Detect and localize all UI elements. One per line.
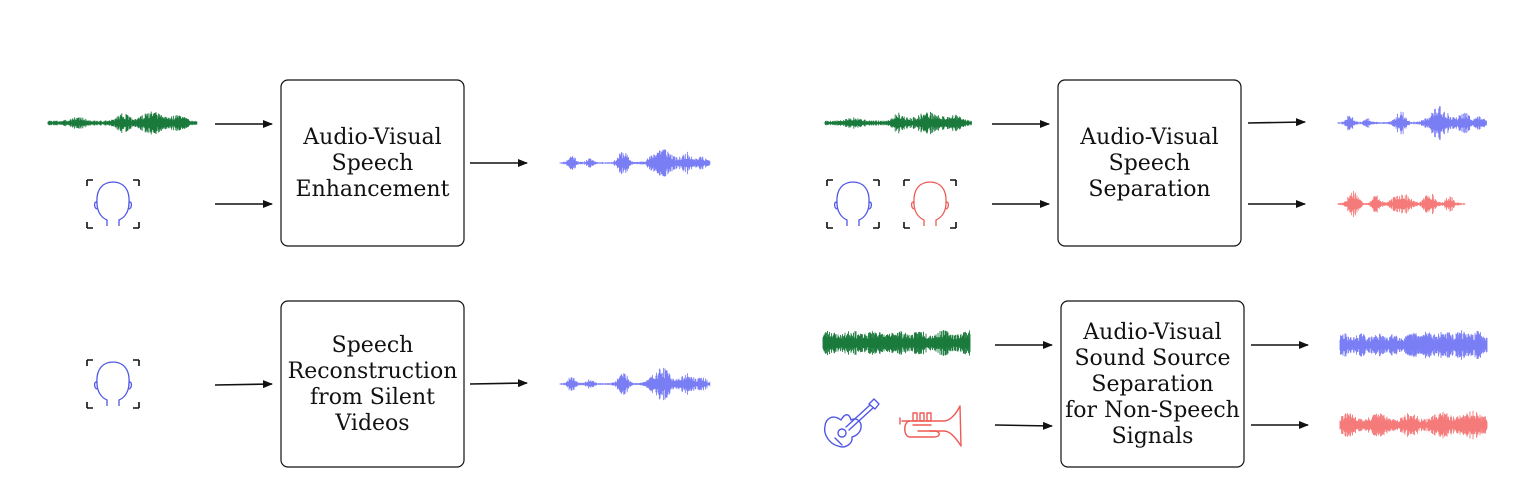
- guitar-icon: [823, 398, 880, 448]
- box-label-line: for Non-Speech: [1065, 398, 1240, 423]
- mixed-waveform-icon: [824, 111, 972, 135]
- noisy-waveform-icon: [47, 111, 198, 135]
- process-box: [280, 79, 465, 247]
- box-label-line: Audio-Visual: [1079, 125, 1218, 150]
- speaker-1-waveform-icon: [1337, 106, 1487, 140]
- box-label-line: Videos: [334, 411, 409, 436]
- box-label-line: Sound Source: [1074, 346, 1230, 371]
- panel-sound-source-separation: Audio-Visual Sound Source Separation for No…: [822, 300, 1488, 468]
- reconstructed-waveform-icon: [559, 367, 711, 401]
- box-label-line: Reconstruction: [288, 359, 458, 384]
- clean-waveform-icon: [559, 149, 711, 177]
- box-label: Audio-Visual Speech Enhancement: [296, 125, 450, 202]
- process-box: [280, 300, 465, 468]
- process-box: [1057, 79, 1242, 247]
- guitar-waveform-icon: [1339, 330, 1488, 360]
- face-icon: [86, 179, 140, 229]
- box-label-line: Speech: [332, 151, 414, 176]
- box-label-line: from Silent: [310, 385, 435, 410]
- box-label-line: Separation: [1091, 372, 1213, 397]
- box-label-line: Audio-Visual: [1082, 320, 1221, 345]
- speaker-2-waveform-icon: [1337, 191, 1466, 217]
- arrow-icon: [214, 380, 273, 389]
- box-label-line: Enhancement: [296, 177, 450, 202]
- arrow-icon: [1247, 118, 1306, 127]
- mixed-music-waveform-icon: [822, 330, 971, 356]
- panel-speech-reconstruction: Speech Reconstruction from Silent Videos: [86, 300, 711, 468]
- box-label-line: Separation: [1088, 177, 1210, 202]
- trumpet-icon: [899, 405, 962, 447]
- box-label: Audio-Visual Speech Separation: [1079, 125, 1218, 202]
- arrow-icon: [994, 421, 1053, 430]
- process-box: [1060, 300, 1245, 468]
- face-icon: [903, 179, 957, 229]
- trumpet-waveform-icon: [1339, 410, 1488, 440]
- box-label-line: Speech: [332, 333, 414, 358]
- box-label: Audio-Visual Sound Source Separation for No…: [1065, 320, 1240, 449]
- face-icon: [86, 359, 140, 409]
- box-label-line: Speech: [1109, 151, 1191, 176]
- panel-speech-separation: Audio-Visual Speech Separation: [824, 79, 1487, 247]
- box-label-line: Audio-Visual: [302, 125, 441, 150]
- face-icon: [826, 179, 880, 229]
- box-label: Speech Reconstruction from Silent Videos: [288, 333, 458, 436]
- panel-speech-enhancement: Audio-Visual Speech Enhancement: [47, 79, 711, 247]
- box-label-line: Signals: [1112, 424, 1194, 449]
- arrow-icon: [469, 379, 528, 388]
